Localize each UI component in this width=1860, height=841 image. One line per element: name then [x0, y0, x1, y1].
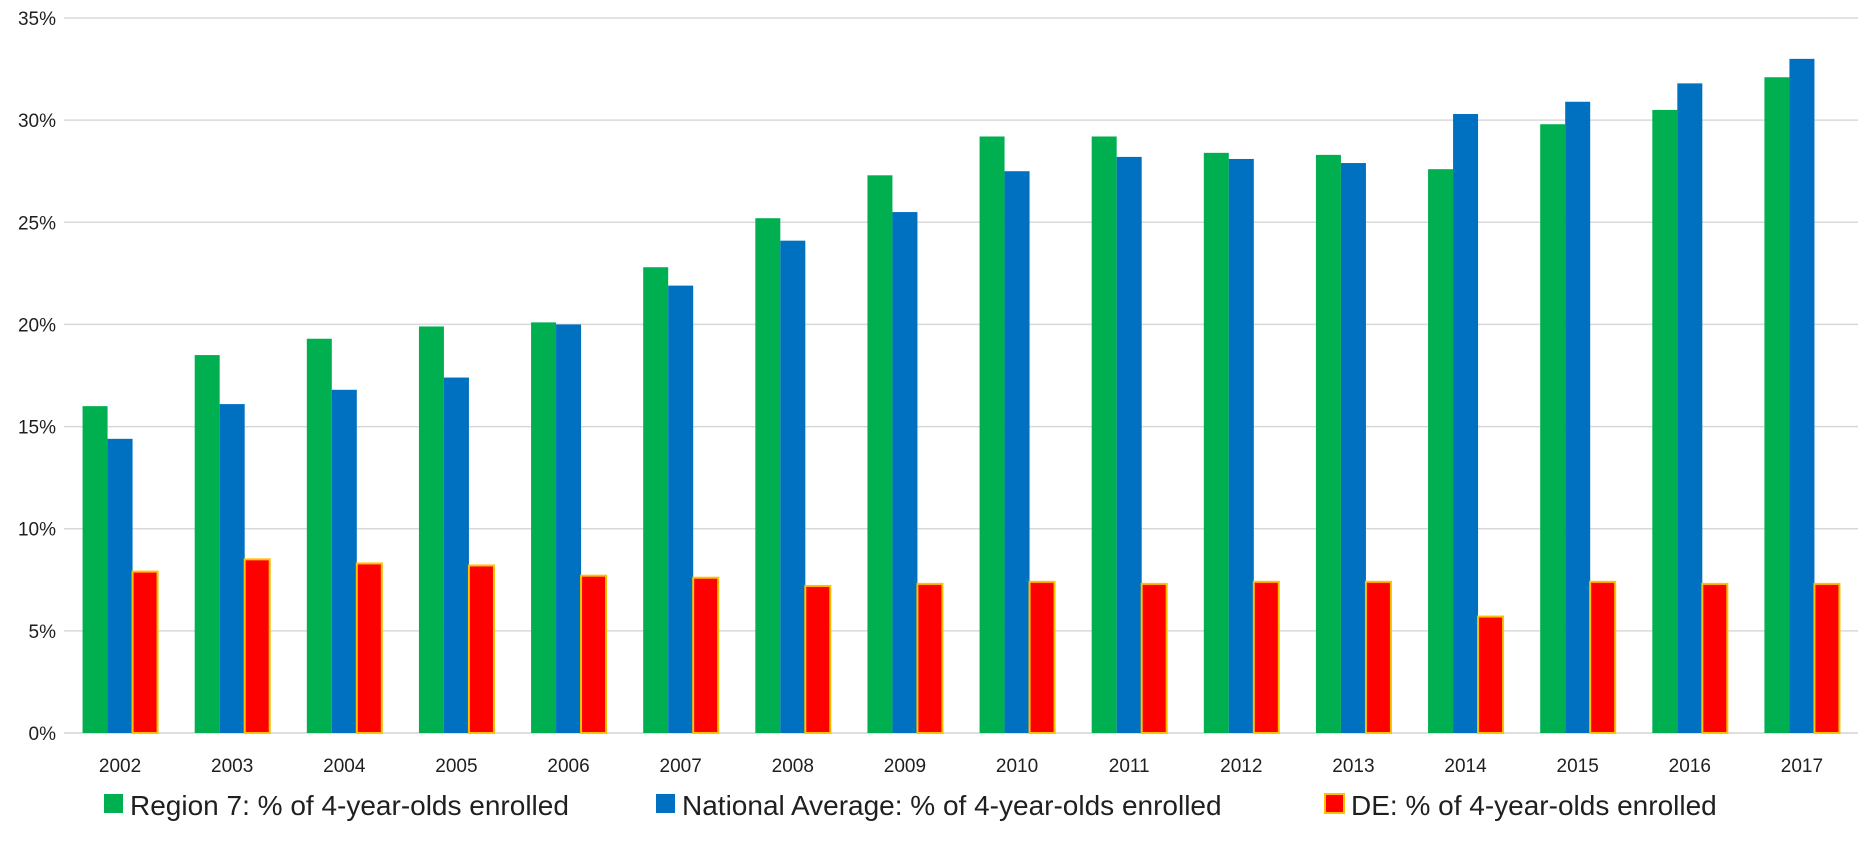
bar-series-3	[467, 564, 495, 734]
bar-series-2	[443, 377, 469, 733]
bar-series-1	[82, 406, 108, 733]
bar-series-1	[194, 355, 220, 733]
bar-series-3	[1028, 580, 1056, 734]
y-tick-label: 5%	[29, 622, 57, 643]
x-tick-label: 2012	[1220, 756, 1262, 777]
bar-series-1	[1315, 154, 1341, 733]
bar-series-1	[306, 338, 332, 733]
bar-series-3	[243, 558, 271, 734]
x-axis-ticks: 2002 2003 2004 2005 2006 2007 2008 2009 2010 2011…	[99, 756, 1823, 777]
bar-series-2	[1340, 163, 1366, 734]
bar-series-1	[1540, 124, 1566, 733]
legend-label-1: Region 7: % of 4-year-olds enrolled	[130, 790, 569, 821]
bar-series-2	[780, 240, 806, 733]
x-tick-label: 2007	[660, 756, 702, 777]
x-tick-label: 2005	[435, 756, 477, 777]
legend-swatch-1	[104, 794, 123, 813]
bar-series-3	[1701, 582, 1729, 734]
bar-series-3	[804, 584, 832, 735]
bar-series-2	[1453, 114, 1479, 733]
y-tick-label: 10%	[18, 520, 56, 541]
x-tick-label: 2017	[1781, 756, 1823, 777]
y-tick-label: 25%	[18, 213, 56, 234]
bar-series-1	[1652, 109, 1678, 733]
bar-series-3	[692, 576, 720, 734]
bar-series-3	[1252, 580, 1280, 734]
x-tick-label: 2016	[1669, 756, 1711, 777]
bar-series-3	[1589, 580, 1617, 734]
bar-series-2	[892, 212, 918, 734]
bar-series-3	[355, 562, 383, 735]
bars	[82, 58, 1841, 735]
x-tick-label: 2008	[772, 756, 814, 777]
x-tick-label: 2009	[884, 756, 926, 777]
x-tick-label: 2010	[996, 756, 1038, 777]
y-tick-label: 0%	[29, 724, 57, 745]
bar-series-1	[1091, 136, 1117, 733]
bar-series-2	[1565, 101, 1591, 733]
bar-series-3	[1813, 582, 1841, 734]
x-tick-label: 2014	[1444, 756, 1487, 777]
bar-series-2	[1004, 171, 1030, 733]
x-tick-label: 2002	[99, 756, 141, 777]
x-tick-label: 2011	[1109, 756, 1150, 777]
x-tick-label: 2013	[1332, 756, 1374, 777]
bar-series-1	[979, 136, 1005, 733]
y-tick-label: 30%	[18, 111, 56, 132]
bar-series-1	[867, 175, 893, 734]
y-axis-ticks: 0% 5% 10% 15% 20% 25% 30% 35%	[18, 9, 56, 745]
x-tick-label: 2006	[547, 756, 589, 777]
bar-series-2	[331, 389, 357, 733]
bar-series-3	[1140, 582, 1168, 734]
legend-swatch-3	[1324, 793, 1345, 814]
bar-series-3	[131, 570, 159, 734]
bar-series-2	[1228, 158, 1254, 733]
bar-series-1	[755, 218, 781, 733]
y-tick-label: 20%	[18, 315, 56, 336]
bar-series-2	[219, 404, 245, 733]
bar-series-2	[1677, 83, 1703, 733]
x-tick-label: 2015	[1557, 756, 1599, 777]
x-tick-label: 2004	[323, 756, 366, 777]
bar-series-3	[1364, 580, 1392, 734]
y-tick-label: 35%	[18, 9, 56, 30]
bar-series-2	[1789, 58, 1815, 734]
legend-label-2: National Average: % of 4-year-olds enrol…	[682, 790, 1222, 821]
bar-series-2	[556, 324, 582, 733]
bar-series-1	[418, 326, 444, 733]
legend-swatch-2	[656, 794, 675, 813]
bar-series-3	[916, 582, 944, 734]
y-tick-label: 15%	[18, 418, 56, 439]
bar-series-2	[107, 438, 133, 733]
bar-series-1	[1203, 152, 1229, 734]
x-tick-label: 2003	[211, 756, 253, 777]
bar-series-2	[1116, 156, 1142, 733]
bar-series-1	[1764, 77, 1790, 733]
legend: Region 7: % of 4-year-olds enrolled Natio…	[104, 790, 1717, 821]
bar-series-1	[1428, 169, 1454, 733]
bar-series-3	[1477, 615, 1505, 734]
bar-series-1	[531, 322, 557, 733]
bar-series-1	[643, 267, 669, 733]
legend-label-3: DE: % of 4-year-olds enrolled	[1351, 790, 1717, 821]
bar-series-3	[580, 574, 608, 735]
bar-series-2	[668, 285, 694, 733]
